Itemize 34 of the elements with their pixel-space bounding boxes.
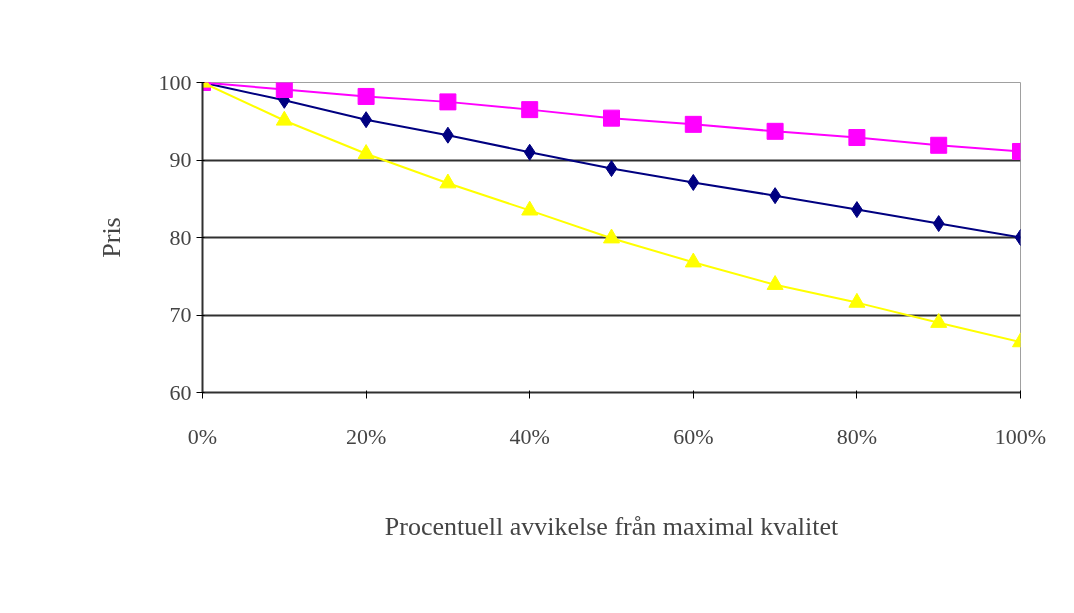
point xyxy=(684,252,702,268)
point xyxy=(848,292,866,308)
y-tick-label: 60 xyxy=(169,379,192,405)
point xyxy=(603,109,620,127)
y-tick-label: 70 xyxy=(169,302,192,327)
point xyxy=(357,87,375,105)
point xyxy=(521,101,539,119)
point xyxy=(357,144,375,159)
x-axis-title: Procentuell avvikelse från maximal kvalitet xyxy=(384,511,839,541)
point xyxy=(523,143,536,161)
point xyxy=(439,173,457,189)
point xyxy=(439,93,457,111)
point xyxy=(275,82,293,98)
x-tick-label: 20% xyxy=(345,423,387,449)
y-tick-label: 100 xyxy=(158,69,192,95)
point xyxy=(932,215,945,233)
point xyxy=(930,313,948,328)
point xyxy=(766,275,784,290)
point xyxy=(766,122,784,140)
point xyxy=(848,129,866,147)
point xyxy=(603,228,620,244)
y-tick-label: 90 xyxy=(169,147,192,172)
x-tick-label: 100% xyxy=(994,423,1047,449)
point xyxy=(930,136,948,154)
point xyxy=(687,173,700,191)
x-tick-label: 40% xyxy=(509,423,550,449)
y-axis-title: Pris xyxy=(96,217,126,258)
y-tick-label: 80 xyxy=(169,224,192,250)
x-tick-label: 80% xyxy=(836,423,878,449)
point xyxy=(684,115,702,133)
x-tick-label: 60% xyxy=(673,423,714,449)
x-tick-label: 0% xyxy=(187,423,218,449)
point xyxy=(521,200,539,216)
point xyxy=(605,160,618,178)
